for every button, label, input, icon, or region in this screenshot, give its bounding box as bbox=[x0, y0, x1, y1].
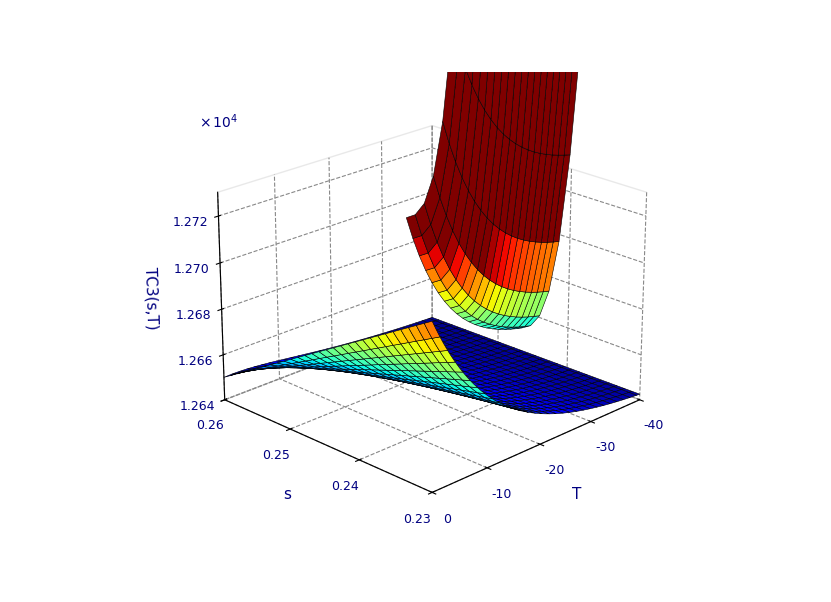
X-axis label: T: T bbox=[573, 487, 582, 502]
Text: $\times\,10^4$: $\times\,10^4$ bbox=[199, 112, 238, 131]
Y-axis label: s: s bbox=[283, 487, 291, 502]
